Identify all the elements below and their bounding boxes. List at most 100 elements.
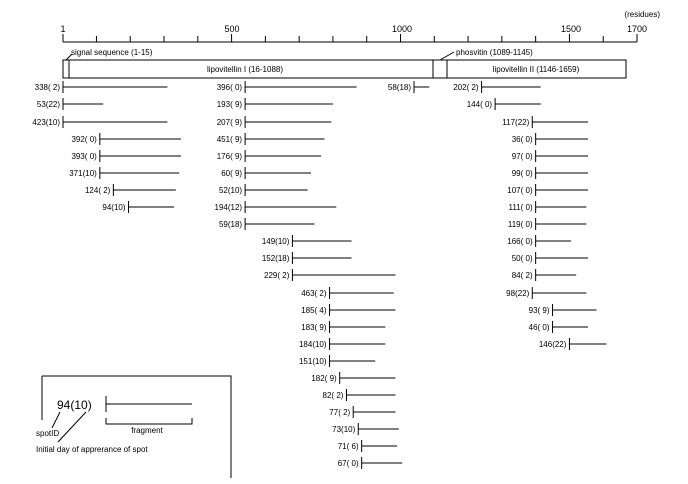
fragment-label: 67( 0) <box>338 459 359 468</box>
fragment-row: 463( 2) <box>301 287 394 299</box>
fragment-row: 166( 0) <box>507 235 572 247</box>
legend-border <box>42 375 232 478</box>
fragment-label: 94(10) <box>102 203 125 212</box>
legend-spotid-pointer <box>51 411 61 429</box>
fragment-row: 182( 9) <box>311 372 396 384</box>
fragment-row: 451( 9) <box>217 133 325 145</box>
fragment-row: 71( 6) <box>338 440 398 452</box>
fragment-label: 146(22) <box>539 340 567 349</box>
phosvitin-box <box>432 59 448 79</box>
lipovitellin-2-box <box>446 59 627 79</box>
fragment-row: 52(10) <box>219 184 308 196</box>
fragment-row: 124( 2) <box>85 184 176 196</box>
fragment-row: 77( 2) <box>329 406 396 418</box>
fragment-row: 67( 0) <box>338 457 403 469</box>
fragment-row: 202( 2) <box>453 81 541 93</box>
fragment-row: 151(10) <box>299 355 376 367</box>
fragment-label: 46( 0) <box>529 323 550 332</box>
fragment-label: 73(10) <box>332 425 355 434</box>
fragment-label: 93( 9) <box>529 306 550 315</box>
signal-sequence-label: signal sequence (1-15) <box>71 48 153 57</box>
fragment-label: 392( 0) <box>71 135 97 144</box>
legend-day-pointer <box>57 411 87 443</box>
fragment-row: 371(10) <box>69 167 180 179</box>
fragment-label: 59(18) <box>219 220 242 229</box>
legend-fragment-label: fragment <box>131 426 163 435</box>
fragment-label: 84( 2) <box>512 271 533 280</box>
fragment-row: 73(10) <box>332 423 399 435</box>
fragment-label: 71( 6) <box>338 442 359 451</box>
fragment-row: 59(18) <box>219 218 315 230</box>
fragment-row: 146(22) <box>539 338 607 350</box>
fragment-row: 82( 2) <box>323 389 396 401</box>
lipovitellin-1-label: lipovitellin I (16-1088) <box>207 65 283 74</box>
fragment-row: 97( 0) <box>512 150 589 162</box>
fragment-row: 152(18) <box>262 252 352 264</box>
legend: 94(10) fragment spotID Initial day of ap… <box>36 375 232 478</box>
fragment-label: 194(12) <box>215 203 243 212</box>
fragment-row: 99( 0) <box>512 167 589 179</box>
fragment-row: 58(18) <box>388 81 430 93</box>
axis-tick-label-1500: 1500 <box>561 24 581 34</box>
fragment-label: 185( 4) <box>301 306 327 315</box>
fragment-label: 184(10) <box>299 340 327 349</box>
fragment-label: 393( 0) <box>71 152 97 161</box>
axis-unit-label: (residues) <box>624 10 660 19</box>
fragment-label: 50( 0) <box>512 254 533 263</box>
fragment-label: 119( 0) <box>508 220 533 229</box>
axis-minor-ticks <box>62 34 638 42</box>
fragment-label: 82( 2) <box>323 391 344 400</box>
fragment-label: 371(10) <box>69 169 97 178</box>
axis-tick-label-1000: 1000 <box>392 24 412 34</box>
fragment-label: 97( 0) <box>512 152 533 161</box>
legend-spotid-label: spotID <box>36 429 59 438</box>
fragment-row: 149(10) <box>262 235 352 247</box>
fragment-label: 99( 0) <box>512 169 533 178</box>
fragment-row: 193( 9) <box>217 98 333 110</box>
fragment-row: 60( 9) <box>221 167 311 179</box>
fragment-list: 338( 2) 53(22) 423(10) 392( 0) 393( 0) 371(10… <box>32 81 607 469</box>
fragment-label: 52(10) <box>219 186 242 195</box>
fragment-row: 94(10) <box>102 201 175 213</box>
fragment-label: 183( 9) <box>301 323 327 332</box>
fragment-row: 117(22) <box>502 116 589 128</box>
fragment-label: 149(10) <box>262 237 290 246</box>
phosvitin-label: phosvitin (1089-1145) <box>456 48 533 57</box>
lipovitellin-2-label: lipovitellin II (1146-1659) <box>493 65 580 74</box>
residue-axis: 1 500 1000 1500 1700 (residues) <box>60 10 660 43</box>
fragment-row: 111( 0) <box>508 201 587 213</box>
fragment-label: 396( 0) <box>217 83 243 92</box>
fragment-label: 451( 9) <box>217 135 243 144</box>
fragment-row: 185( 4) <box>301 304 396 316</box>
legend-initial-day-label: Initial day of apprerance of spot <box>36 445 148 454</box>
fragment-label: 338( 2) <box>35 83 61 92</box>
fragment-label: 77( 2) <box>329 408 350 417</box>
fragment-label: 53(22) <box>37 100 60 109</box>
fragment-row: 423(10) <box>32 116 168 128</box>
fragment-label: 151(10) <box>299 357 327 366</box>
fragment-label: 144( 0) <box>467 100 493 109</box>
signal-sequence-box <box>62 59 70 79</box>
fragment-label: 193( 9) <box>217 100 243 109</box>
fragment-row: 36( 0) <box>512 133 589 145</box>
fragment-label: 463( 2) <box>301 289 327 298</box>
fragment-label: 152(18) <box>262 254 290 263</box>
fragment-row: 144( 0) <box>467 98 541 110</box>
fragment-label: 36( 0) <box>512 135 533 144</box>
fragment-row: 396( 0) <box>217 81 357 93</box>
fragment-label: 117(22) <box>502 118 529 127</box>
fragment-row: 119( 0) <box>508 218 587 230</box>
fragment-row: 50( 0) <box>512 252 589 264</box>
fragment-label: 176( 9) <box>217 152 243 161</box>
fragment-label: 124( 2) <box>85 186 111 195</box>
fragment-label: 60( 9) <box>221 169 242 178</box>
fragment-row: 183( 9) <box>301 321 386 333</box>
fragment-label: 229( 2) <box>264 271 290 280</box>
axis-tick-label-1: 1 <box>60 24 65 34</box>
fragment-label: 58(18) <box>388 83 411 92</box>
fragment-row: 46( 0) <box>529 321 589 333</box>
fragment-row: 338( 2) <box>35 81 168 93</box>
axis-tick-label-500: 500 <box>224 24 239 34</box>
fragment-row: 393( 0) <box>71 150 181 162</box>
